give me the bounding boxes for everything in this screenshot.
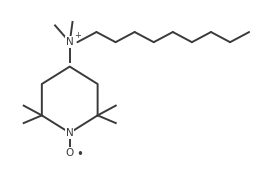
- Text: +: +: [74, 31, 81, 40]
- Text: •: •: [76, 148, 83, 161]
- Text: N: N: [66, 37, 74, 47]
- Text: O: O: [66, 148, 74, 158]
- Text: N: N: [66, 128, 74, 138]
